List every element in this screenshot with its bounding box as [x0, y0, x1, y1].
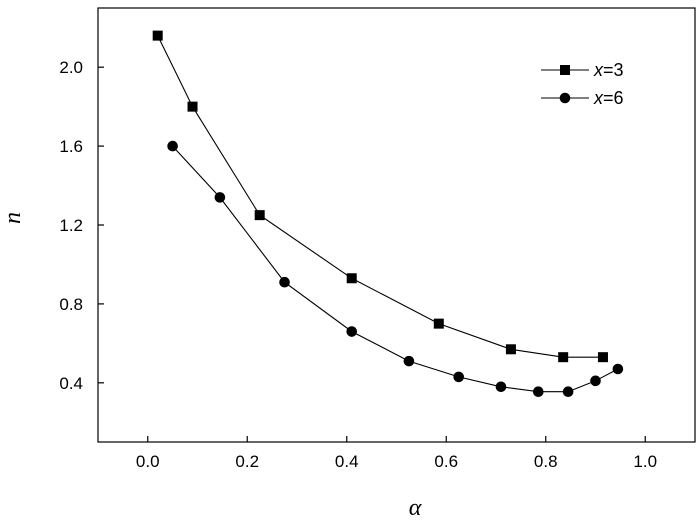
square-data-point [254, 210, 265, 221]
circle-data-point [532, 386, 544, 397]
y-tick-label: 0.4 [59, 374, 83, 393]
x-tick-label: 0.4 [335, 452, 359, 471]
legend-label-value: =6 [603, 88, 624, 108]
legend-marker [559, 92, 571, 104]
x-tick-label: 0.8 [534, 452, 558, 471]
y-tick-label: 0.8 [59, 295, 83, 314]
y-tick-label: 2.0 [59, 58, 83, 77]
y-axis-label: n [0, 212, 26, 224]
series-line [157, 35, 603, 358]
circle-data-point [403, 355, 415, 367]
x-tick-label: 0.2 [235, 452, 259, 471]
circle-data-point [562, 386, 574, 397]
circle-data-point [453, 371, 464, 383]
series-1 [152, 30, 608, 363]
circle-data-point [346, 326, 358, 337]
circle-data-point [167, 140, 178, 152]
x-tick-label: 1.0 [633, 452, 657, 471]
square-data-point [433, 318, 444, 329]
circle-data-point [590, 375, 601, 387]
y-tick-label: 1.2 [59, 216, 83, 235]
legend-label: x=6 [593, 88, 624, 108]
series-2 [167, 140, 624, 397]
legend-label-variable: x [593, 88, 604, 108]
ticks: 0.0 0.2 0.4 0.6 0.8 1.0 0.4 0.8 1.2 1.6 2.0 [59, 58, 657, 471]
legend-label-value: =3 [603, 60, 624, 80]
legend-label: x=3 [593, 60, 624, 80]
square-data-point [187, 101, 198, 112]
x-axis-label: α [409, 495, 422, 521]
legend-item: x=6 [541, 88, 624, 108]
legend-label-variable: x [593, 60, 604, 80]
square-data-point [152, 30, 163, 41]
square-data-point [558, 352, 569, 363]
x-tick-label: 0.6 [434, 452, 458, 471]
legend-item: x=3 [541, 60, 624, 80]
x-tick-label: 0.0 [136, 452, 160, 471]
y-tick-label: 1.6 [59, 137, 83, 156]
square-data-point [505, 344, 516, 355]
circle-data-point [612, 363, 624, 375]
circle-data-point [495, 381, 507, 393]
square-data-point [346, 273, 357, 284]
square-data-point [597, 352, 608, 363]
legend: x=3x=6 [541, 60, 624, 108]
legend-marker [560, 65, 570, 75]
series-layer [152, 30, 624, 397]
circle-data-point [214, 192, 226, 203]
circle-data-point [279, 276, 290, 288]
